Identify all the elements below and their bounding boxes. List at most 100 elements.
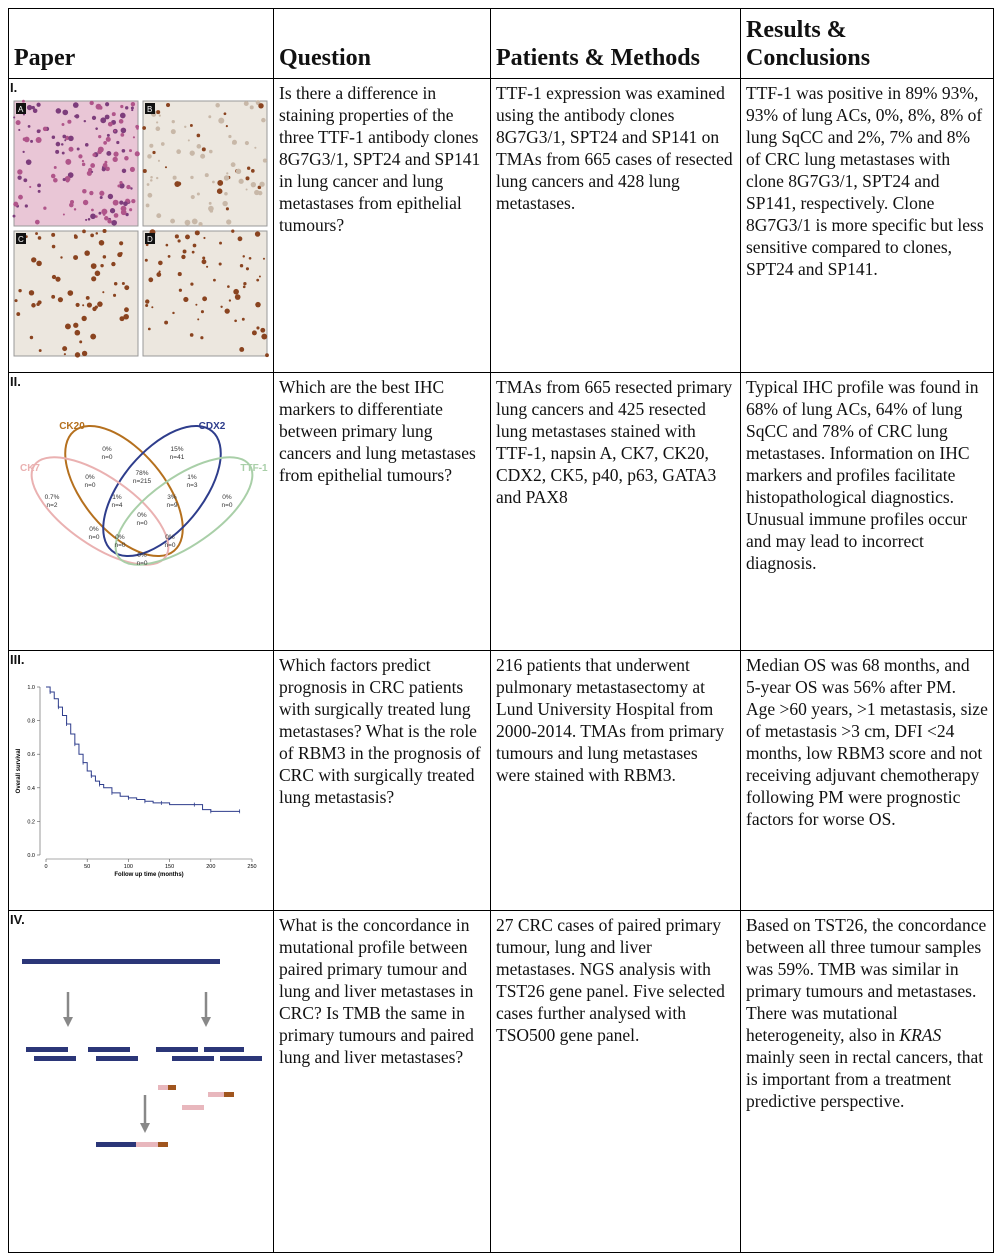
cell-nucleus <box>243 282 247 286</box>
cell-nucleus <box>81 350 88 357</box>
question-cell: Is there a difference in staining proper… <box>273 78 491 373</box>
cell-nucleus <box>234 294 241 300</box>
cell-nucleus <box>216 188 223 194</box>
cell-nucleus <box>218 262 222 266</box>
cell-nucleus <box>67 290 74 296</box>
y-tick-label: 1.0 <box>27 685 35 691</box>
cell-nucleus <box>196 133 201 138</box>
cell-nucleus <box>55 108 62 114</box>
cell-nucleus <box>81 315 87 322</box>
venn-region-count: n=0 <box>84 482 95 489</box>
cell-nucleus <box>37 189 41 193</box>
venn-region-percent: 0% <box>137 552 147 559</box>
venn-region-percent: 0.7% <box>45 494 60 501</box>
cell-nucleus <box>152 150 156 155</box>
cell-nucleus <box>129 166 135 173</box>
row: IV. Wh <box>8 910 994 1253</box>
panel-label-bg <box>16 103 26 114</box>
cell-nucleus <box>160 142 165 146</box>
venn-region-count: n=215 <box>133 478 152 485</box>
cell-nucleus <box>68 146 74 152</box>
cell-nucleus <box>42 126 48 132</box>
cell-nucleus <box>105 136 111 142</box>
cell-nucleus <box>91 170 94 173</box>
cell-nucleus <box>176 149 182 155</box>
cell-nucleus <box>120 127 127 134</box>
cell-nucleus <box>64 139 67 142</box>
cell-nucleus <box>254 146 257 149</box>
cell-nucleus <box>67 119 72 124</box>
cell-nucleus <box>124 307 129 313</box>
results-text: TTF-1 was positive in 89% 93%, 93% of lu… <box>746 83 984 279</box>
cell-nucleus <box>158 114 161 117</box>
cell-nucleus <box>265 353 269 358</box>
cell-nucleus <box>75 302 80 307</box>
cell-nucleus <box>257 185 262 190</box>
venn-region-percent: 1% <box>112 494 122 501</box>
summary-table: Paper Question Patients & Methods Result… <box>8 8 994 1253</box>
cell-nucleus <box>224 308 230 314</box>
cell-nucleus <box>15 120 21 126</box>
cell-nucleus <box>14 299 18 303</box>
cell-nucleus <box>144 258 148 262</box>
venn-region-count: n=0 <box>221 502 232 509</box>
cell-nucleus <box>90 213 96 220</box>
cell-nucleus <box>121 148 126 153</box>
cell-nucleus <box>87 217 91 221</box>
cell-nucleus <box>109 208 116 214</box>
header-cell: Results & Conclusions <box>740 8 994 79</box>
cell-nucleus <box>62 346 68 352</box>
cell-nucleus <box>212 180 215 184</box>
cell-nucleus <box>62 134 67 139</box>
results-cell: Median OS was 68 months, and 5-year OS w… <box>740 650 994 911</box>
cell-nucleus <box>149 143 154 148</box>
cell-nucleus <box>27 124 31 128</box>
cell-nucleus <box>231 229 235 233</box>
cell-nucleus <box>82 229 86 234</box>
cell-nucleus <box>192 243 197 248</box>
x-tick-label: 250 <box>247 864 256 870</box>
cell-nucleus <box>235 168 242 174</box>
cell-nucleus <box>113 282 118 286</box>
cell-nucleus <box>259 181 265 187</box>
venn-region-percent: 3% <box>167 494 177 501</box>
cell-nucleus <box>124 155 129 161</box>
cell-nucleus <box>206 265 209 268</box>
cell-nucleus <box>51 232 56 237</box>
cell-nucleus <box>106 150 112 156</box>
cell-nucleus <box>238 178 244 184</box>
cell-nucleus <box>245 267 249 271</box>
cell-nucleus <box>145 243 149 247</box>
cell-nucleus <box>123 313 129 320</box>
cell-nucleus <box>74 114 80 119</box>
sequencing-diagram <box>22 959 262 1147</box>
cell-nucleus <box>76 147 80 151</box>
cell-nucleus <box>35 232 38 236</box>
panel-label: C <box>18 235 24 244</box>
cell-nucleus <box>84 143 89 147</box>
venn-region-count: n=2 <box>46 502 57 509</box>
y-tick-label: 0.8 <box>27 719 35 725</box>
cell-nucleus <box>102 255 107 259</box>
cell-nucleus <box>112 199 119 206</box>
cell-nucleus <box>147 327 151 331</box>
cell-nucleus <box>254 231 261 237</box>
cell-nucleus <box>104 114 110 120</box>
venn-set <box>64 424 184 558</box>
venn-region-count: n=0 <box>164 542 175 549</box>
methods-cell: 27 CRC cases of paired primary tumour, l… <box>490 910 741 1253</box>
cell-nucleus <box>184 219 191 226</box>
cell-nucleus <box>119 241 124 246</box>
cell-nucleus <box>83 119 87 123</box>
x-tick-label: 150 <box>165 864 174 870</box>
cell-nucleus <box>187 139 190 142</box>
cell-nucleus <box>90 263 97 269</box>
cell-nucleus <box>85 218 88 221</box>
cell-nucleus <box>164 166 168 169</box>
cell-nucleus <box>191 250 195 254</box>
cell-nucleus <box>102 213 106 216</box>
cell-nucleus <box>145 299 150 304</box>
cell-nucleus <box>91 276 97 282</box>
cell-nucleus <box>194 230 200 236</box>
cell-nucleus <box>190 282 194 286</box>
